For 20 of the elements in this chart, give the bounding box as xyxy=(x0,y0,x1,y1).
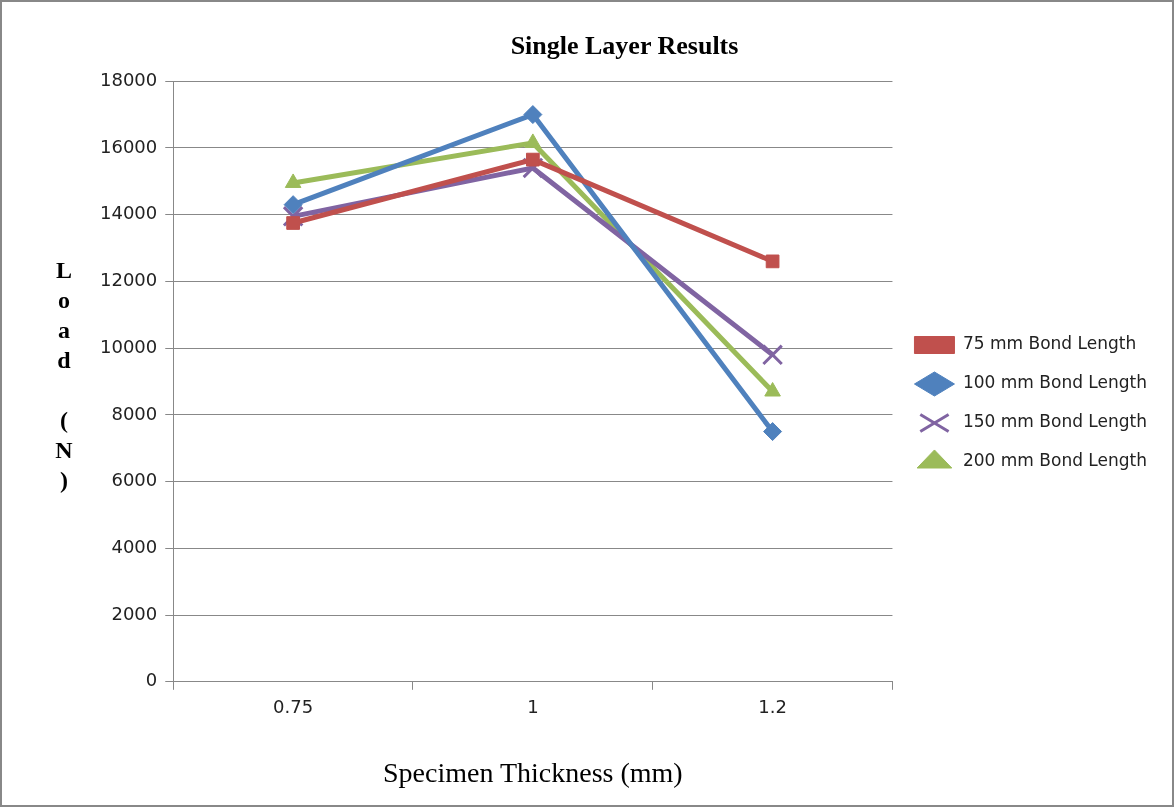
legend-label: 75 mm Bond Length xyxy=(962,333,1137,354)
y-tick-label: 6000 xyxy=(111,469,158,491)
y-tick-label: 18000 xyxy=(100,68,158,90)
y-tick-label: 12000 xyxy=(100,269,158,291)
legend-label: 150 mm Bond Length xyxy=(962,411,1147,432)
y-tick-label: 2000 xyxy=(111,602,158,624)
y-tick-label: 14000 xyxy=(100,202,158,224)
y-tick-label: 4000 xyxy=(111,536,158,558)
y-tick-label: 16000 xyxy=(100,135,158,157)
y-tick-label: 10000 xyxy=(100,335,158,357)
chart-title: Single Layer Results xyxy=(510,31,739,61)
x-tick-label: 1 xyxy=(527,696,539,718)
legend-label: 200 mm Bond Length xyxy=(962,450,1147,471)
x-tick-label: 0.75 xyxy=(273,696,314,718)
y-axis-title: Load (N) xyxy=(50,257,77,497)
y-tick-label: 0 xyxy=(145,669,158,691)
x-axis-title: Specimen Thickness (mm) xyxy=(383,756,683,788)
legend-label: 100 mm Bond Length xyxy=(962,372,1147,393)
y-tick-label: 8000 xyxy=(111,402,158,424)
x-tick-label: 1.2 xyxy=(758,696,787,718)
